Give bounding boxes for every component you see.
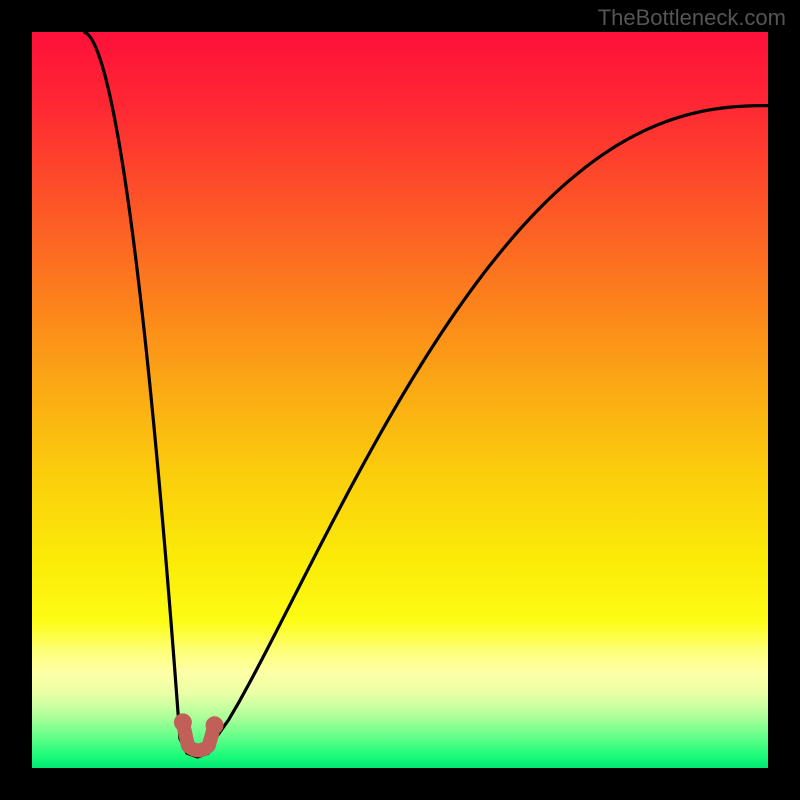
chart-container: TheBottleneck.com bbox=[0, 0, 800, 800]
bottleneck-curve-svg bbox=[0, 0, 800, 800]
bottleneck-curve bbox=[84, 32, 768, 757]
notch-marker-dot-right bbox=[206, 716, 224, 734]
watermark-text: TheBottleneck.com bbox=[598, 5, 786, 31]
notch-marker-dot-left bbox=[174, 713, 192, 731]
